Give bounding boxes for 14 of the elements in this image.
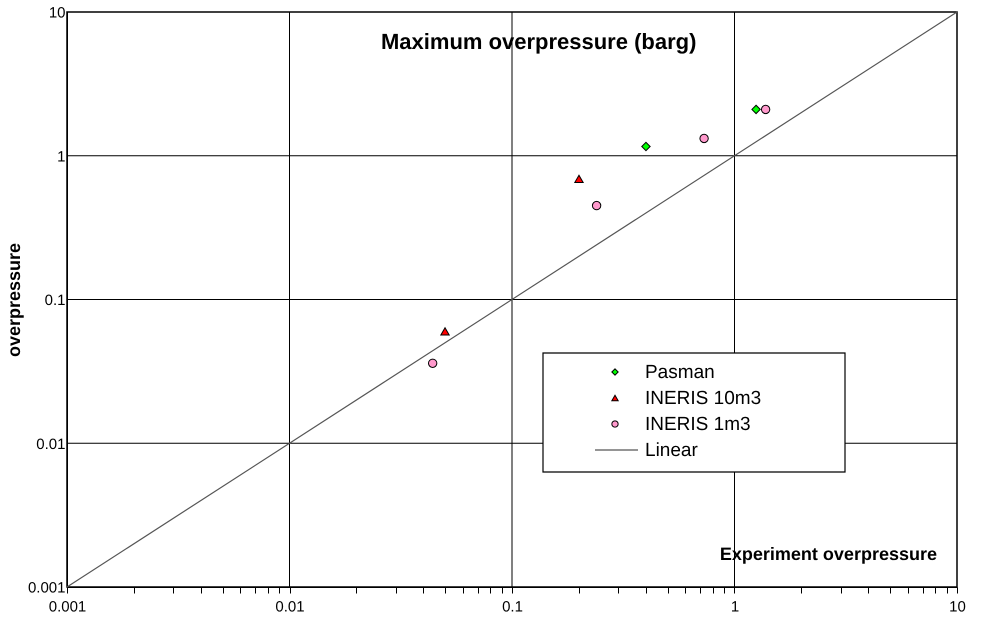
y-tick-label: 0.001 xyxy=(28,580,66,596)
legend-label: Pasman xyxy=(645,362,715,383)
x-tick-label: 0.1 xyxy=(502,598,523,616)
legend-label: Linear xyxy=(645,440,698,461)
legend-label: INERIS 1m3 xyxy=(645,414,751,435)
y-tick-label: 10 xyxy=(48,4,66,22)
y-tick-label: 1 xyxy=(57,148,66,166)
x-tick-label: 10 xyxy=(949,598,966,616)
y-axis-title: overpressure xyxy=(4,242,24,358)
x-tick-label: 1 xyxy=(730,598,740,616)
y-tick-label: 0.1 xyxy=(44,292,66,309)
y-tick-label: 0.01 xyxy=(36,436,66,453)
x-tick-label: 0.01 xyxy=(275,598,305,616)
legend-label: INERIS 10m3 xyxy=(645,388,762,409)
